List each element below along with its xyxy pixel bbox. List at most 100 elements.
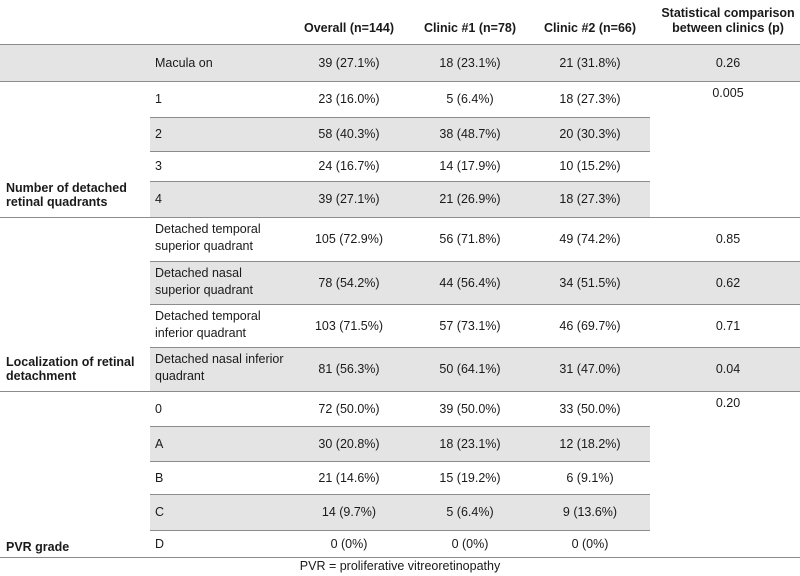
group-label-quadrants-line2: retinal quadrants (6, 195, 108, 209)
cell-overall: 81 (56.3%) (318, 362, 380, 376)
row-label: 3 (155, 159, 162, 173)
cell-clinic2: 18 (27.3%) (559, 92, 621, 106)
cell-overall: 0 (0%) (330, 537, 368, 551)
cell-clinic1: 0 (0%) (451, 537, 489, 551)
header-pvalue-line2: between clinics (p) (672, 21, 784, 35)
table-rule (150, 304, 800, 305)
cell-overall: 78 (54.2%) (318, 276, 380, 290)
cell-clinic2: 21 (31.8%) (559, 56, 621, 70)
cell-clinic2: 20 (30.3%) (559, 127, 621, 141)
table-rule (0, 44, 800, 45)
row-shading (150, 117, 650, 151)
row-label-line2: superior quadrant (155, 283, 253, 297)
cell-overall: 24 (16.7%) (318, 159, 380, 173)
table-rule (150, 117, 650, 118)
row-label: Detached nasal inferior (155, 352, 284, 366)
cell-clinic1: 5 (6.4%) (446, 505, 494, 519)
cell-pvalue: 0.04 (715, 362, 741, 376)
group-label-pvr: PVR grade (6, 540, 70, 554)
row-label-line2: inferior quadrant (155, 326, 247, 340)
table-rule (0, 391, 800, 392)
cell-overall: 39 (27.1%) (318, 56, 380, 70)
table-caption: PVR = proliferative vitreoretinopathy (299, 559, 501, 573)
cell-clinic2: 6 (9.1%) (566, 471, 614, 485)
cell-overall: 58 (40.3%) (318, 127, 380, 141)
cell-overall: 72 (50.0%) (318, 402, 380, 416)
cell-clinic1: 44 (56.4%) (439, 276, 501, 290)
row-shading (150, 347, 800, 391)
header-clinic1: Clinic #1 (n=78) (423, 21, 517, 35)
group-label-localization-line2: detachment (6, 369, 77, 383)
table-rule (150, 181, 650, 182)
row-label: D (155, 537, 165, 551)
cell-clinic2: 49 (74.2%) (559, 232, 621, 246)
row-label: 4 (155, 192, 162, 206)
row-label: Detached nasal (155, 266, 242, 280)
row-label: 1 (155, 92, 162, 106)
table-rule (150, 347, 800, 348)
cell-overall: 39 (27.1%) (318, 192, 380, 206)
cell-clinic2: 10 (15.2%) (559, 159, 621, 173)
cell-clinic1: 56 (71.8%) (439, 232, 501, 246)
cell-clinic2: 31 (47.0%) (559, 362, 621, 376)
cell-clinic2: 12 (18.2%) (559, 437, 621, 451)
row-label-line2: superior quadrant (155, 239, 253, 253)
cell-pvalue: 0.85 (715, 232, 741, 246)
table-rule (150, 494, 650, 495)
cell-overall: 21 (14.6%) (318, 471, 380, 485)
row-shading (150, 261, 800, 304)
cell-overall: 23 (16.0%) (318, 92, 380, 106)
header-pvalue-line1: Statistical comparison (661, 6, 795, 20)
row-shading (0, 44, 800, 81)
cell-clinic1: 50 (64.1%) (439, 362, 501, 376)
cell-overall: 30 (20.8%) (318, 437, 380, 451)
cell-pvalue: 0.26 (715, 56, 741, 70)
cell-clinic1: 18 (23.1%) (439, 437, 501, 451)
row-label: 2 (155, 127, 162, 141)
cell-pvalue: 0.20 (715, 396, 741, 410)
row-shading (150, 494, 650, 530)
row-label: Detached temporal (155, 309, 261, 323)
cell-clinic1: 15 (19.2%) (439, 471, 501, 485)
cell-clinic1: 39 (50.0%) (439, 402, 501, 416)
cell-clinic2: 46 (69.7%) (559, 319, 621, 333)
row-shading (150, 181, 650, 217)
row-label-line2: quadrant (155, 369, 205, 383)
cell-clinic2: 34 (51.5%) (559, 276, 621, 290)
row-label: Detached temporal (155, 222, 261, 236)
cell-clinic2: 33 (50.0%) (559, 402, 621, 416)
cell-clinic2: 0 (0%) (571, 537, 609, 551)
table-rule (0, 81, 800, 82)
cell-pvalue: 0.005 (712, 86, 744, 100)
row-label: Macula on (155, 56, 213, 70)
cell-clinic1: 38 (48.7%) (439, 127, 501, 141)
table-rule (0, 557, 800, 558)
cell-overall: 14 (9.7%) (321, 505, 377, 519)
cell-pvalue: 0.62 (715, 276, 741, 290)
header-clinic2: Clinic #2 (n=66) (543, 21, 637, 35)
row-label: C (155, 505, 165, 519)
table-rule (150, 461, 650, 462)
cell-overall: 105 (72.9%) (314, 232, 384, 246)
cell-clinic1: 5 (6.4%) (446, 92, 494, 106)
cell-clinic1: 21 (26.9%) (439, 192, 501, 206)
table-rule (150, 426, 650, 427)
cell-clinic2: 9 (13.6%) (562, 505, 618, 519)
table-rule (150, 530, 650, 531)
table-rule (0, 217, 800, 218)
row-label: 0 (155, 402, 162, 416)
table-rule (150, 261, 800, 262)
row-label: A (155, 437, 164, 451)
cell-pvalue: 0.71 (715, 319, 741, 333)
cell-clinic1: 14 (17.9%) (439, 159, 501, 173)
group-label-quadrants-line1: Number of detached (6, 181, 127, 195)
table-rule (150, 151, 650, 152)
cell-overall: 103 (71.5%) (314, 319, 384, 333)
cell-clinic1: 18 (23.1%) (439, 56, 501, 70)
cell-clinic2: 18 (27.3%) (559, 192, 621, 206)
row-label: B (155, 471, 164, 485)
group-label-localization-line1: Localization of retinal (6, 355, 135, 369)
cell-clinic1: 57 (73.1%) (439, 319, 501, 333)
header-overall: Overall (n=144) (304, 21, 394, 35)
row-shading (150, 426, 650, 461)
